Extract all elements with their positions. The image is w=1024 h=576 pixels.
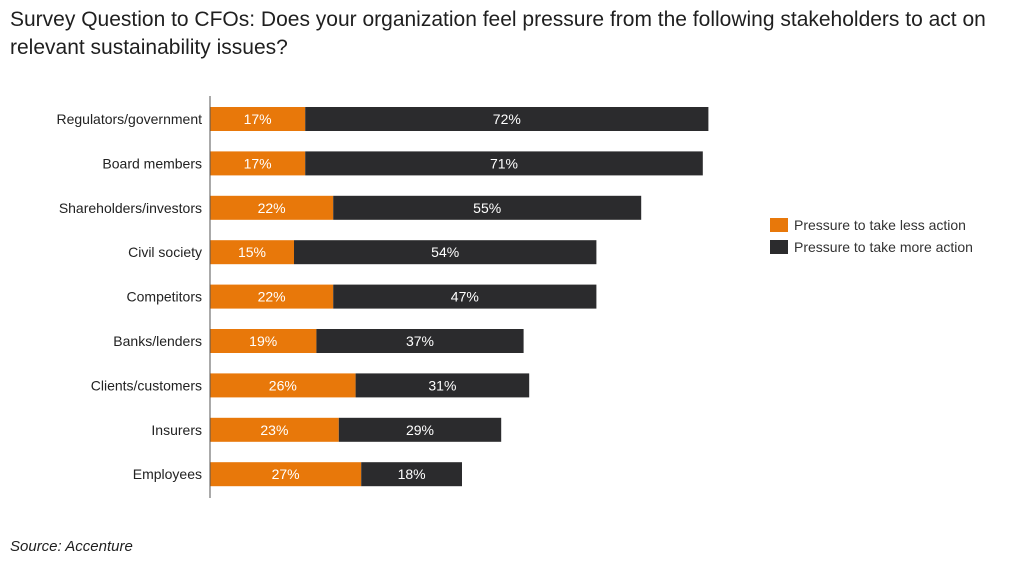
data-label-more-board-members: 71% <box>490 155 518 171</box>
bar-more-regulators-government <box>305 107 709 131</box>
data-label-less-shareholders-investors: 22% <box>258 200 286 216</box>
bar-less-civil-society <box>210 240 294 265</box>
data-label-more-clients-customers: 31% <box>428 377 456 393</box>
bar-more-employees <box>361 462 462 487</box>
bar-less-regulators-government <box>210 107 306 131</box>
data-label-more-insurers: 29% <box>406 422 434 438</box>
legend-swatch-more-action <box>770 240 788 254</box>
data-label-less-clients-customers: 26% <box>269 377 297 393</box>
data-label-more-regulators-government: 72% <box>493 111 521 127</box>
bar-more-competitors <box>333 284 597 309</box>
data-label-less-banks-lenders: 19% <box>249 333 277 349</box>
data-label-less-insurers: 23% <box>260 422 288 438</box>
bar-less-competitors <box>210 284 334 309</box>
bar-more-shareholders-investors <box>333 195 642 220</box>
bar-more-board-members <box>305 151 703 176</box>
data-label-more-shareholders-investors: 55% <box>473 200 501 216</box>
legend-item-less-action: Pressure to take less action <box>770 214 973 236</box>
bar-more-clients-customers <box>355 373 530 398</box>
category-label-employees: Employees <box>133 466 202 482</box>
legend-item-more-action: Pressure to take more action <box>770 236 973 258</box>
bar-more-civil-society <box>294 240 597 265</box>
category-label-banks-lenders: Banks/lenders <box>113 333 202 349</box>
category-label-insurers: Insurers <box>151 422 202 438</box>
bar-more-banks-lenders <box>316 329 524 353</box>
category-label-civil-society: Civil society <box>128 244 202 260</box>
data-label-less-competitors: 22% <box>258 289 286 305</box>
category-label-clients-customers: Clients/customers <box>91 377 202 393</box>
bar-less-clients-customers <box>210 373 356 398</box>
bar-less-board-members <box>210 151 306 176</box>
data-label-less-employees: 27% <box>272 466 300 482</box>
data-label-more-competitors: 47% <box>451 289 479 305</box>
bar-less-banks-lenders <box>210 329 317 353</box>
legend-swatch-less-action <box>770 218 788 232</box>
source-note: Source: Accenture <box>10 538 133 555</box>
bar-more-insurers <box>338 417 502 442</box>
data-label-more-employees: 18% <box>398 466 426 482</box>
category-label-shareholders-investors: Shareholders/investors <box>59 200 202 216</box>
legend: Pressure to take less action Pressure to… <box>770 214 973 258</box>
chart-title: Survey Question to CFOs: Does your organ… <box>10 8 986 59</box>
data-label-more-civil-society: 54% <box>431 244 459 260</box>
category-label-competitors: Competitors <box>127 289 202 305</box>
category-label-board-members: Board members <box>102 155 202 171</box>
legend-label-more-action: Pressure to take more action <box>794 239 973 255</box>
legend-label-less-action: Pressure to take less action <box>794 217 966 233</box>
data-label-more-banks-lenders: 37% <box>406 333 434 349</box>
data-label-less-board-members: 17% <box>244 155 272 171</box>
data-label-less-civil-society: 15% <box>238 244 266 260</box>
data-label-less-regulators-government: 17% <box>244 111 272 127</box>
category-label-regulators-government: Regulators/government <box>56 111 202 127</box>
bar-less-employees <box>210 462 362 487</box>
bar-less-insurers <box>210 417 339 442</box>
bar-less-shareholders-investors <box>210 195 334 220</box>
